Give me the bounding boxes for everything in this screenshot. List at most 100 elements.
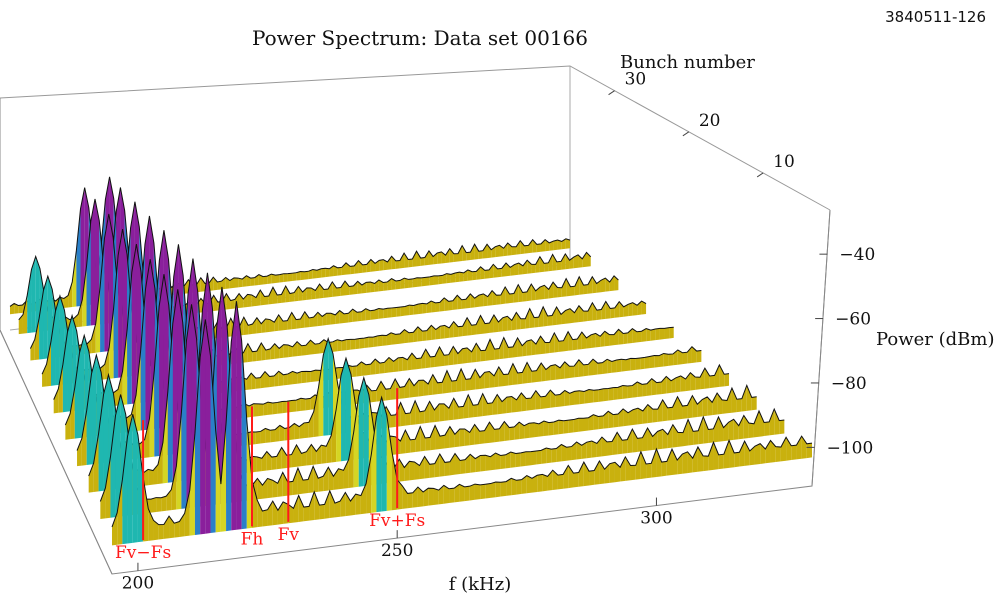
surface-segment: [663, 353, 669, 367]
surface-segment: [341, 358, 346, 462]
surface-segment: [474, 484, 481, 500]
surface-segment: [381, 397, 387, 512]
surface-segment: [765, 440, 771, 464]
surface-segment: [407, 353, 412, 371]
surface-segment: [392, 452, 398, 511]
bunch-trace: [76, 258, 730, 451]
surface-segment: [423, 488, 429, 507]
surface-segment: [110, 415, 116, 518]
surface-segment: [597, 362, 603, 375]
surface-segment: [687, 395, 693, 419]
surface-segment: [553, 282, 558, 298]
surface-segment: [531, 451, 537, 466]
surface-segment: [115, 394, 121, 518]
surface-segment: [470, 369, 476, 391]
surface-segment: [739, 441, 745, 467]
surface-segment: [315, 370, 321, 382]
surface-segment: [444, 325, 450, 339]
surface-segment: [535, 336, 541, 355]
surface-segment: [538, 306, 544, 327]
surface-segment: [127, 414, 133, 544]
surface-segment: [318, 476, 324, 492]
surface-segment: [609, 334, 615, 346]
surface-segment: [428, 374, 433, 396]
surface-segment: [677, 396, 683, 420]
surface-segment: [326, 435, 332, 464]
surface-segment: [287, 312, 292, 330]
surface-segment: [591, 441, 597, 458]
surface-segment: [465, 378, 471, 391]
surface-segment: [303, 506, 310, 522]
surface-segment: [267, 402, 273, 415]
surface-segment: [263, 402, 268, 416]
surface-segment: [516, 392, 522, 412]
surface-segment: [770, 440, 776, 463]
surface-segment: [541, 448, 547, 464]
surface-segment: [151, 497, 157, 513]
surface-segment: [579, 390, 585, 405]
surface-segment: [238, 278, 243, 288]
surface-segment: [382, 335, 387, 346]
z-tick-label: −60: [835, 310, 871, 330]
surface-segment: [524, 423, 530, 439]
surface-segment: [574, 390, 580, 405]
surface-segment: [696, 350, 702, 363]
surface-segment: [435, 302, 440, 313]
surface-segment: [588, 414, 594, 431]
surface-segment: [583, 364, 589, 377]
surface-segment: [527, 362, 532, 384]
surface-segment: [675, 375, 681, 393]
surface-segment: [622, 439, 628, 454]
surface-segment: [91, 323, 96, 354]
surface-segment: [448, 398, 454, 421]
surface-segment: [545, 390, 551, 409]
surface-segment: [310, 370, 316, 383]
surface-segment: [297, 468, 304, 495]
surface-segment: [404, 305, 410, 316]
surface-segment: [485, 483, 491, 499]
surface-segment: [349, 285, 354, 295]
surface-segment: [463, 269, 468, 282]
surface-segment: [667, 407, 673, 421]
surface-segment: [421, 277, 426, 287]
surface-segment: [568, 331, 573, 351]
surface-segment: [352, 309, 358, 322]
y-tick: [608, 90, 615, 96]
surface-segment: [325, 268, 330, 278]
surface-segment: [308, 466, 314, 494]
surface-segment: [497, 394, 503, 415]
surface-segment: [525, 451, 532, 466]
surface-segment: [556, 444, 562, 463]
surface-segment: [485, 339, 491, 361]
surface-segment: [729, 440, 735, 468]
surface-segment: [692, 395, 698, 418]
bunch-trace: [29, 201, 619, 349]
surface-segment: [336, 375, 342, 462]
surface-segment: [698, 416, 704, 445]
surface-segment: [294, 423, 300, 440]
surface-segment: [487, 402, 493, 416]
surface-segment: [395, 280, 401, 290]
surface-segment: [526, 339, 532, 356]
surface-segment: [713, 442, 719, 470]
surface-segment: [506, 396, 512, 414]
surface-segment: [379, 362, 385, 374]
surface-segment: [697, 447, 704, 472]
surface-segment: [503, 374, 509, 387]
y-tick-label: 10: [773, 152, 795, 172]
surface-segment: [328, 338, 333, 436]
surface-segment: [352, 365, 357, 378]
surface-segment: [682, 352, 688, 365]
surface-segment: [652, 409, 658, 423]
surface-segment: [632, 381, 638, 398]
surface-segment: [365, 308, 371, 321]
surface-segment: [362, 264, 367, 273]
surface-segment: [283, 320, 288, 331]
surface-segment: [453, 253, 458, 262]
surface-segment: [470, 454, 476, 473]
surface-segment: [315, 284, 320, 299]
surface-segment: [661, 461, 667, 477]
surface-segment: [573, 254, 579, 269]
surface-segment: [692, 447, 698, 473]
surface-segment: [598, 415, 604, 430]
